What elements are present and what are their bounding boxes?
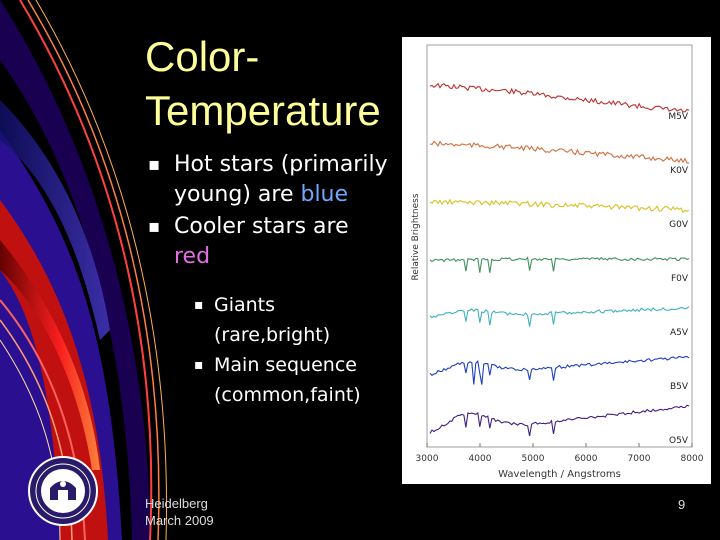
slide-title: Color- Temperature — [145, 30, 405, 138]
series-label-f0v: F0V — [671, 274, 689, 284]
series-label-a5v: A5V — [670, 328, 689, 338]
spectrum-line-m5v — [429, 82, 690, 113]
word-red: red — [174, 244, 211, 269]
word-blue: blue — [300, 182, 349, 207]
plot-frame — [426, 44, 693, 448]
x-tick-label: 8000 — [681, 454, 704, 464]
x-axis-label: Wavelength / Angstroms — [498, 469, 621, 480]
bullet-list: Hot stars (primarily young) are blue Coo… — [148, 150, 388, 412]
sub-bullet-list: Giants (rare,bright) Main sequence (comm… — [174, 290, 388, 410]
spectra-chart: 3000 4000 5000 6000 7000 8000 Wavelength / Ang… — [411, 44, 704, 480]
x-tick-label: 7000 — [628, 454, 651, 464]
sub-bullet-main-sequence: Main sequence (common,faint) — [184, 350, 388, 410]
series-label-o5v: O5V — [669, 436, 689, 446]
bullet-cooler-stars: Cooler stars are red Giants (rare,bright… — [148, 212, 388, 410]
spectrum-line-k0v — [429, 140, 689, 164]
footer-date: March 2009 — [145, 513, 214, 528]
series-label-g0v: G0V — [669, 220, 689, 230]
title-line-1: Color- — [145, 33, 260, 80]
stellar-spectra-figure: 3000 4000 5000 6000 7000 8000 Wavelength / Ang… — [402, 37, 711, 484]
spectrum-line-a5v — [429, 306, 690, 327]
x-tick-label: 3000 — [416, 454, 439, 464]
page-number: 9 — [678, 497, 686, 512]
y-axis-label: Relative Brightness — [411, 193, 421, 280]
bullet-hot-stars: Hot stars (primarily young) are blue — [148, 150, 388, 210]
spectrum-line-b5v — [429, 355, 690, 385]
footer: Heidelberg March 2009 — [145, 495, 214, 529]
sub-bullet-giants: Giants (rare,bright) — [184, 290, 388, 350]
series-label-k0v: K0V — [670, 166, 689, 176]
x-tick-label: 4000 — [469, 454, 492, 464]
university-seal-logo — [28, 456, 98, 526]
x-tick-label: 6000 — [575, 454, 598, 464]
series-label-b5v: B5V — [670, 382, 689, 392]
footer-location: Heidelberg — [145, 496, 208, 511]
bullet-hot-stars-text: Hot stars (primarily young) are — [174, 152, 388, 207]
spectrum-line-f0v — [429, 256, 690, 273]
bullet-cooler-stars-text: Cooler stars are — [174, 214, 349, 239]
series-label-m5v: M5V — [668, 112, 688, 122]
title-line-2: Temperature — [145, 87, 381, 134]
spectrum-line-g0v — [429, 198, 690, 214]
x-tick-label: 5000 — [522, 454, 545, 464]
spectrum-line-o5v — [429, 404, 690, 437]
